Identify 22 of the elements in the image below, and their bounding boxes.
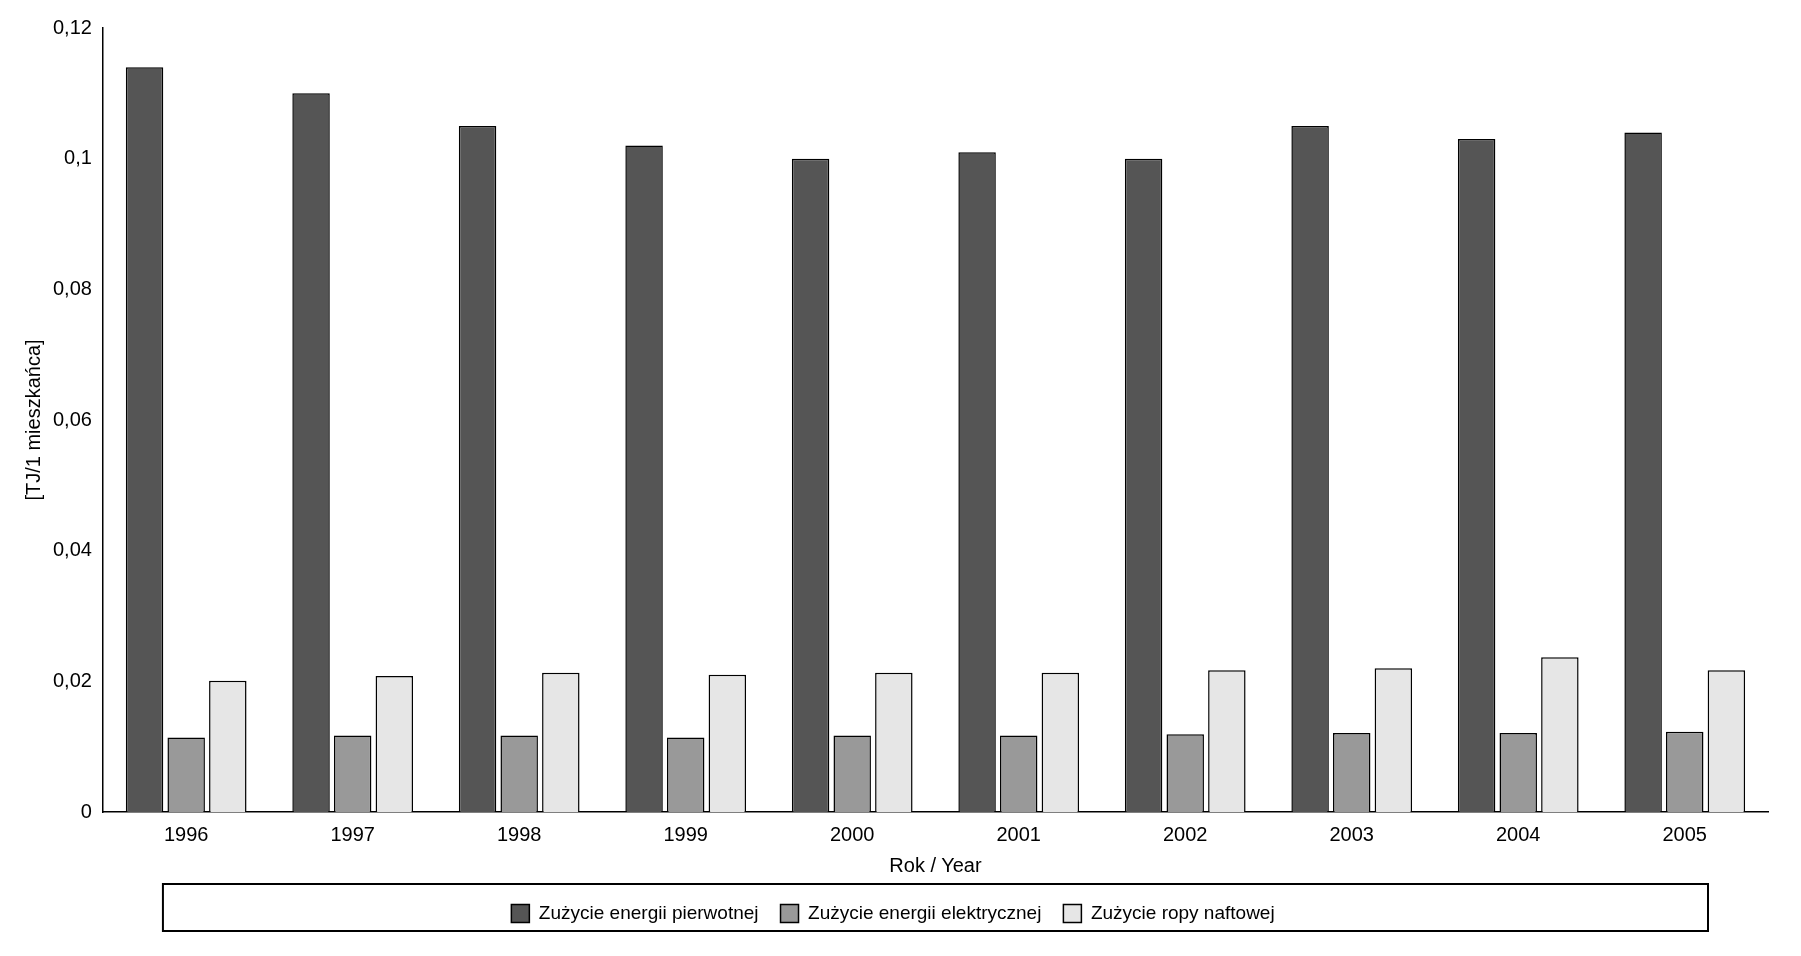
y-tick-label: 0,1 xyxy=(64,146,92,169)
y-tick-label: 0 xyxy=(80,799,92,822)
legend-label: Zużycie energii pierwotnej xyxy=(538,901,759,923)
x-tick-label: 1996 xyxy=(163,822,209,845)
x-axis-title: Rok / Year xyxy=(889,853,982,876)
y-tick-label: 0,12 xyxy=(52,15,92,38)
legend-label: Zużycie energii elektrycznej xyxy=(808,901,1042,923)
x-tick-label: 2002 xyxy=(1162,822,1208,845)
x-tick-label: 2001 xyxy=(996,822,1041,845)
x-tick-label: 2003 xyxy=(1329,822,1374,845)
y-tick-label: 0,02 xyxy=(52,668,92,691)
x-tick-label: 1999 xyxy=(663,822,708,845)
y-axis-title: [TJ/1 mieszkańca] xyxy=(21,339,44,501)
x-tick-label: 1998 xyxy=(496,822,542,845)
legend-label: Zużycie ropy naftowej xyxy=(1090,901,1275,923)
x-tick-label: 2000 xyxy=(829,822,875,845)
y-tick-label: 0,06 xyxy=(52,407,92,430)
y-tick-label: 0,08 xyxy=(52,276,92,299)
y-tick-label: 0,04 xyxy=(52,538,92,561)
x-tick-label: 2004 xyxy=(1495,822,1541,845)
x-tick-label: 1997 xyxy=(330,822,375,845)
x-tick-label: 2005 xyxy=(1662,822,1707,845)
